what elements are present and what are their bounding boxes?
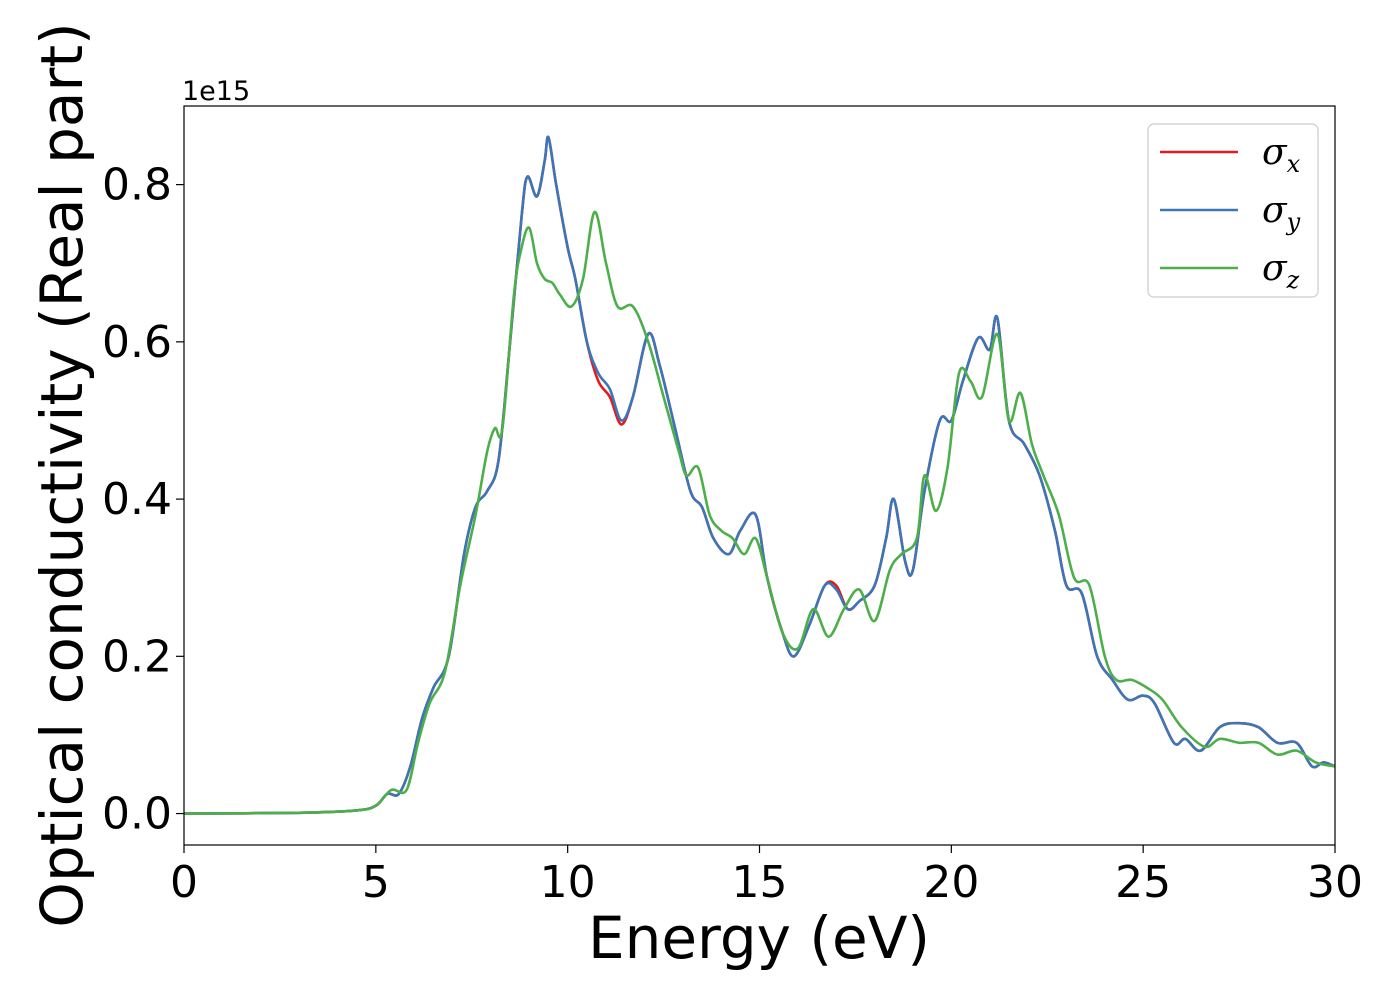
- series-lines: [184, 135, 1335, 815]
- series-line-z: [184, 210, 1335, 815]
- series-line-y: [184, 135, 1335, 815]
- x-axis-ticks: 0 5 10 15 20 25 30: [170, 845, 1363, 908]
- x-tick-label: 25: [1115, 857, 1171, 908]
- y-axis-ticks: 0.0 0.2 0.4 0.6 0.8: [102, 160, 184, 840]
- y-tick-label: 0.0: [102, 789, 172, 840]
- x-tick-label: 30: [1307, 857, 1363, 908]
- y-tick-label: 0.4: [102, 474, 172, 525]
- x-tick-label: 5: [362, 857, 390, 908]
- y-axis-label: Optical conductivity (Real part): [28, 22, 96, 927]
- x-axis-label: Energy (eV): [588, 904, 930, 972]
- x-tick-label: 0: [170, 857, 198, 908]
- plot-background: [184, 106, 1335, 845]
- y-tick-label: 0.6: [102, 317, 172, 368]
- y-tick-label: 0.2: [102, 631, 172, 682]
- x-tick-label: 20: [923, 857, 979, 908]
- x-tick-label: 10: [540, 857, 596, 908]
- x-tick-label: 15: [732, 857, 788, 908]
- y-offset-label: 1e15: [182, 76, 250, 107]
- y-tick-label: 0.8: [102, 160, 172, 211]
